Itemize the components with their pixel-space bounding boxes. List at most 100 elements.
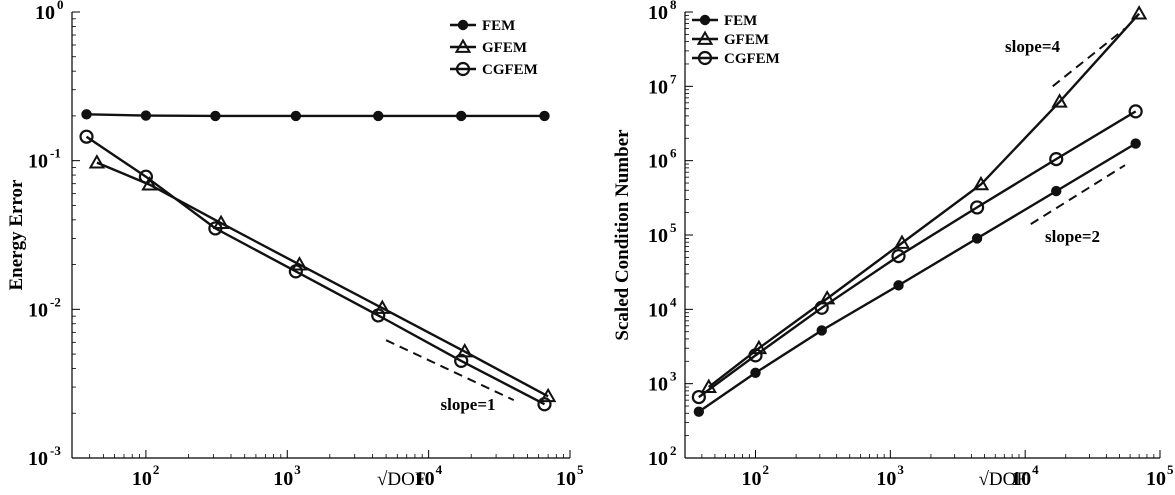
x-tick-exponent: 3 [294,462,301,477]
y-tick-exponent: 7 [670,71,677,86]
data-point-cgfem [454,353,469,368]
series-fem [693,138,1141,417]
data-point-gfem [141,176,158,191]
data-point-gfem [539,387,557,403]
series-line-gfem [96,161,549,398]
slope-annotation: slope=4 [1005,37,1061,56]
y-tick-exponent: 6 [670,146,677,161]
series-line-fem [698,142,1137,413]
x-tick-exponent: 4 [1032,462,1039,477]
legend-label: FEM [724,13,757,29]
series-line-cgfem [698,110,1137,399]
data-point-fem [750,367,761,379]
data-point-gfem [972,175,990,191]
legend-item-gfem: GFEM [450,38,527,56]
data-point-cgfem [138,169,154,184]
legend-marker [697,50,713,66]
x-tick-label: 10 [1146,468,1166,490]
x-tick-label: 10 [132,468,152,490]
y-tick-exponent: -1 [50,146,61,161]
y-tick-label: 10 [648,299,668,321]
data-point-gfem [88,154,106,169]
data-point-cgfem [691,389,706,405]
legend-marker [696,30,714,45]
data-point-fem [210,110,221,122]
legend: FEM GFEM CGFEM [450,18,538,78]
data-point-gfem [1051,93,1068,108]
y-tick-exponent: 8 [670,0,677,12]
y-tick-label: 10 [648,76,668,98]
y-tick-label: 10 [648,151,668,173]
legend-item-cgfem: CGFEM [692,50,780,67]
x-tick-exponent: 3 [897,462,904,477]
data-point-cgfem [1049,151,1064,167]
x-tick-label: 10 [273,468,293,490]
legend-item-fem: FEM [450,18,515,34]
data-point-fem [456,110,467,122]
legend-item-gfem: GFEM [692,30,769,48]
legend-marker [699,14,711,26]
series-line-gfem [707,12,1140,389]
x-axis-title: √DOF [979,469,1027,490]
data-point-fem [290,110,302,122]
y-tick-exponent: 3 [670,369,677,384]
y-tick-label: 10 [28,448,48,470]
data-point-cgfem [748,348,763,363]
data-point-fem [693,406,705,417]
x-tick-exponent: 2 [763,462,770,477]
y-tick-label: 10 [648,374,668,396]
legend-label: GFEM [724,32,769,48]
data-point-cgfem [371,308,386,323]
data-point-cgfem [1128,104,1143,119]
data-point-cgfem [891,249,906,264]
data-point-cgfem [79,129,94,144]
x-tick-label: 10 [415,468,435,490]
data-point-fem [1051,185,1062,197]
data-point-cgfem [969,200,985,215]
data-point-gfem [1130,5,1148,20]
reference-line [385,339,515,402]
x-tick-label: 10 [1011,468,1031,490]
slope-annotation: slope=2 [1045,227,1100,246]
x-tick-label: 10 [742,468,762,490]
data-point-fem [893,280,904,291]
y-axis-title: Energy Error [6,179,27,291]
condition-number-plot: 10 2 10 3 10 4 10 510 210 310 410 510 610 710 8Scaled … [612,0,1174,490]
y-tick-label: 10 [28,299,48,321]
x-tick-exponent: 5 [1167,462,1174,477]
data-point-fem [1130,138,1141,149]
y-tick-exponent: 2 [670,443,677,458]
data-point-cgfem [814,300,829,315]
data-point-fem [81,109,92,120]
reference-line [1030,164,1126,225]
legend-label: CGFEM [482,62,538,78]
data-point-cgfem [288,264,303,279]
data-point-cgfem [537,397,552,412]
x-tick-label: 10 [876,468,896,490]
x-axis-title: √DOF [377,469,425,490]
y-tick-label: 10 [648,448,668,470]
x-tick-exponent: 2 [153,462,160,477]
data-point-gfem [374,299,391,314]
series-line-cgfem [85,135,546,406]
y-tick-label: 10 [648,2,668,24]
y-tick-label: 10 [35,2,55,24]
data-point-fem [816,325,827,336]
y-tick-label: 10 [28,151,48,173]
series-cgfem [79,129,552,412]
y-tick-label: 10 [648,225,668,247]
data-point-fem [971,233,983,244]
y-tick-exponent: 4 [670,294,677,309]
y-tick-exponent: 0 [57,0,64,12]
data-point-gfem [291,256,308,271]
x-tick-label: 10 [556,468,576,490]
legend-label: FEM [482,18,515,34]
data-point-cgfem [208,221,223,236]
data-point-fem [140,110,152,121]
legend-marker [454,38,472,53]
legend-item-cgfem: CGFEM [450,61,538,78]
y-tick-exponent: -3 [50,443,61,458]
y-tick-exponent: 5 [670,220,677,235]
